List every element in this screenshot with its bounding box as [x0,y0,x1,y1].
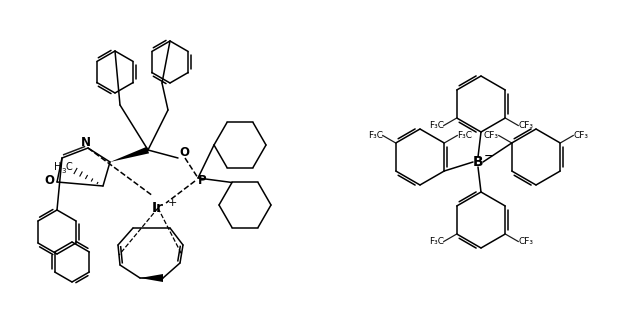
Text: N: N [81,136,91,149]
Text: O: O [44,174,54,188]
Text: CF₃: CF₃ [573,131,588,140]
Text: CF₃: CF₃ [484,131,499,140]
Text: Ir: Ir [152,201,164,215]
Text: CF₃: CF₃ [518,237,533,246]
Text: B: B [473,155,483,169]
Polygon shape [140,274,163,282]
Polygon shape [110,147,149,162]
Text: F₃C: F₃C [457,131,472,140]
Text: F₃C: F₃C [429,121,444,130]
Text: F₃C: F₃C [429,237,444,246]
Text: 3: 3 [61,168,67,174]
Text: C: C [66,162,72,172]
Text: +: + [167,198,177,208]
Text: F₃C: F₃C [368,131,383,140]
Text: −: − [484,150,494,162]
Text: H: H [54,162,61,172]
Text: O: O [179,146,189,160]
Text: P: P [198,174,206,188]
Text: CF₃: CF₃ [518,121,533,130]
